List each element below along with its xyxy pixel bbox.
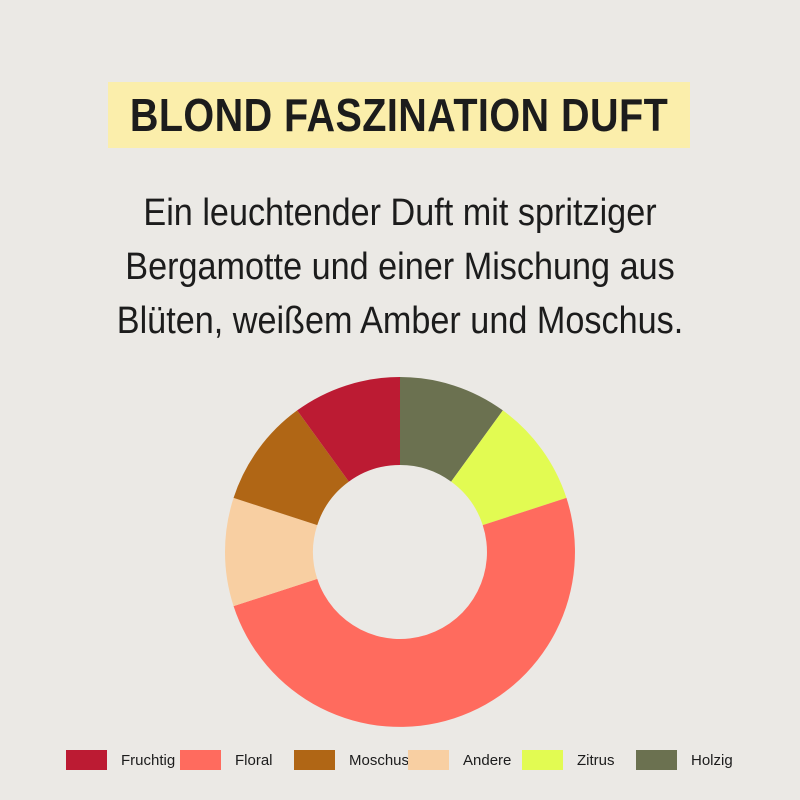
legend-swatch <box>66 750 107 770</box>
legend-label: Floral <box>235 751 273 769</box>
legend-label: Andere <box>463 751 512 769</box>
description-line: Blüten, weißem Amber und Moschus. <box>116 300 684 342</box>
legend-item-floral: Floral <box>180 750 294 770</box>
legend-item-fruchtig: Fruchtig <box>66 750 180 770</box>
legend-swatch <box>408 750 449 770</box>
title-highlight: BLOND FASZINATION DUFT <box>108 82 690 148</box>
legend-label: Moschus <box>349 751 410 769</box>
legend-item-moschus: Moschus <box>294 750 410 770</box>
page-title: BLOND FASZINATION DUFT <box>129 89 669 141</box>
legend-swatch <box>522 750 563 770</box>
legend-swatch <box>180 750 221 770</box>
legend-item-holzig: Holzig <box>636 750 750 770</box>
legend-label: Fruchtig <box>121 751 176 769</box>
slice-fruchtig <box>297 377 400 482</box>
description: Ein leuchtender Duft mit spritziger Berg… <box>40 186 760 348</box>
description-line: Bergamotte und einer Mischung aus <box>125 246 675 288</box>
slice-andere <box>224 497 318 607</box>
legend-item-zitrus: Zitrus <box>522 750 636 770</box>
slice-zitrus <box>451 410 567 526</box>
slice-holzig <box>400 377 503 482</box>
legend: Fruchtig Floral Moschus Andere Zitrus Holzig <box>66 750 750 770</box>
legend-label: Holzig <box>691 751 733 769</box>
slice-moschus <box>233 410 349 526</box>
description-line: Ein leuchtender Duft mit spritziger <box>143 192 657 234</box>
legend-swatch <box>636 750 677 770</box>
slice-floral <box>233 497 575 727</box>
legend-label: Zitrus <box>577 751 615 769</box>
legend-item-andere: Andere <box>408 750 522 770</box>
legend-swatch <box>294 750 335 770</box>
